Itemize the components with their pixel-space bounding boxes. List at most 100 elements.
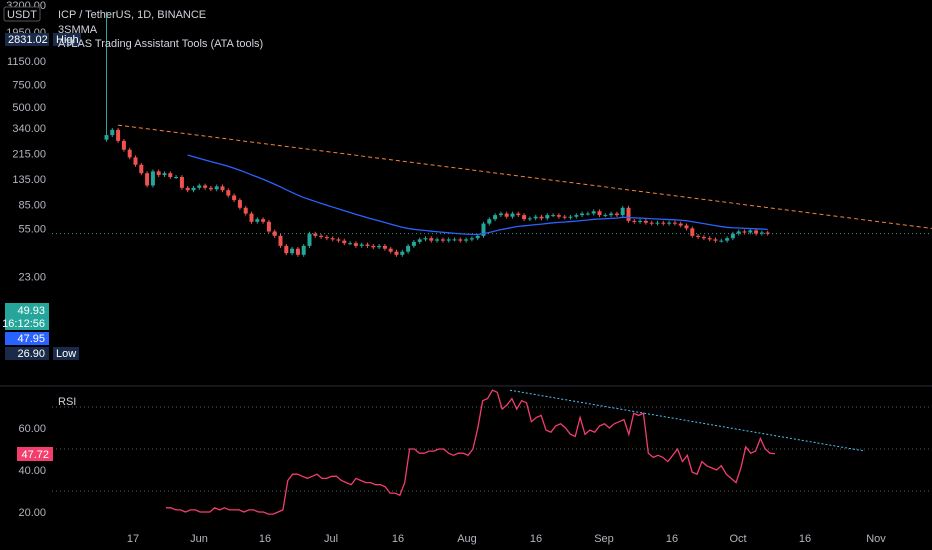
candle-body (226, 190, 231, 196)
candle-body (371, 245, 376, 248)
candle-body (475, 235, 480, 239)
candle-body (562, 216, 567, 218)
candle-body (168, 173, 173, 178)
candle-body (382, 245, 387, 249)
rsi-tick-label: 60.00 (18, 423, 46, 435)
candle-body (551, 215, 556, 217)
candle-body (435, 239, 440, 241)
candle-body (208, 187, 213, 190)
sma-tag-value: 47.95 (17, 333, 45, 345)
price-tick-label: 750.00 (12, 80, 46, 92)
currency-badge-label: USDT (7, 9, 37, 21)
candle-body (667, 222, 672, 224)
candle-body (713, 239, 718, 241)
candle-body (191, 187, 196, 191)
candle-body (696, 235, 701, 238)
low-tag: 26.90 Low (5, 347, 79, 360)
candle-body (516, 213, 521, 216)
low-value: 26.90 (17, 348, 45, 360)
time-tick-label: 16 (799, 533, 811, 545)
indicator-ata-label[interactable]: ATLAS Trading Assistant Tools (ATA tools… (58, 38, 263, 50)
candle-body (133, 157, 138, 165)
candle-body (493, 215, 498, 220)
candle-body (330, 238, 335, 240)
candle-body (533, 216, 538, 219)
rsi-trendline[interactable] (509, 389, 866, 452)
candle-body (214, 186, 219, 190)
price-tick-label: 23.00 (18, 271, 46, 283)
high-label: High (56, 34, 79, 46)
candle-body (116, 129, 121, 141)
candle-body (754, 230, 759, 234)
candle-countdown: 16:12:56 (2, 318, 45, 330)
candle-body (237, 200, 242, 208)
time-tick-label: 16 (666, 533, 678, 545)
time-tick-label: Jun (190, 533, 208, 545)
candle-body (661, 222, 666, 224)
candle-body (440, 239, 445, 241)
price-axis[interactable]: 4800.003200.001950.001150.00750.00500.00… (6, 0, 46, 283)
high-label-bg (53, 33, 81, 46)
candle-body (394, 251, 399, 255)
candle-body (742, 231, 747, 233)
candle-body (591, 211, 596, 214)
candle-body (609, 213, 614, 216)
rsi-axis[interactable]: 60.00 40.00 20.00 (18, 423, 46, 519)
candle-body (121, 140, 126, 150)
time-axis[interactable]: 17 Jun 16 Jul 16 Aug 16 Sep 16 Oct 16 Nov (127, 533, 886, 545)
candle-body (678, 223, 683, 226)
candle-body (174, 177, 179, 179)
price-tick-label: 340.00 (12, 123, 46, 135)
candle-body (307, 233, 312, 246)
candle-body (411, 241, 416, 246)
time-tick-label: 16 (392, 533, 404, 545)
rsi-title[interactable]: RSI (58, 396, 76, 408)
candle-body (301, 245, 306, 255)
candle-body (336, 239, 341, 241)
candle-body (156, 171, 161, 176)
candle-body (406, 245, 411, 252)
candle-body (649, 222, 654, 224)
candle-body (568, 216, 573, 218)
candle-body (290, 248, 295, 254)
candlestick-series (104, 11, 770, 257)
candle-body (597, 211, 602, 216)
rsi-series (166, 389, 776, 515)
price-tick-label: 55.00 (18, 223, 46, 235)
candle-body (295, 248, 300, 255)
candle-body (110, 129, 115, 136)
high-tag-bg (5, 33, 49, 46)
rsi-trendline-line[interactable] (509, 389, 866, 452)
candle-body (603, 215, 608, 217)
resistance-trendline[interactable] (118, 124, 932, 229)
current-price-bg (5, 303, 49, 330)
candle-body (527, 218, 532, 220)
candle-body (220, 186, 225, 191)
symbol-title[interactable]: ICP / TetherUS, 1D, BINANCE (58, 9, 206, 21)
candle-body (626, 207, 631, 221)
price-trendline[interactable] (118, 124, 932, 229)
candle-body (556, 215, 561, 217)
candle-body (342, 240, 347, 244)
rsi-current-tag: 47.72 (17, 447, 53, 461)
candle-body (203, 185, 208, 188)
candle-body (446, 239, 451, 241)
candle-body (614, 213, 619, 216)
candle-body (400, 251, 405, 255)
price-tick-label: 1150.00 (7, 56, 46, 68)
candle-body (150, 171, 155, 186)
currency-badge[interactable] (3, 6, 41, 22)
candle-body (353, 243, 358, 246)
candle-body (655, 222, 660, 224)
time-tick-label: 17 (127, 533, 139, 545)
rsi-levels (52, 406, 932, 492)
candle-body (725, 238, 730, 241)
candle-body (185, 187, 190, 191)
candle-body (759, 232, 764, 234)
candle-body (469, 238, 474, 240)
candle-body (127, 149, 132, 158)
indicator-sma-label[interactable]: 3SMMA (58, 24, 98, 36)
low-label: Low (56, 348, 76, 360)
